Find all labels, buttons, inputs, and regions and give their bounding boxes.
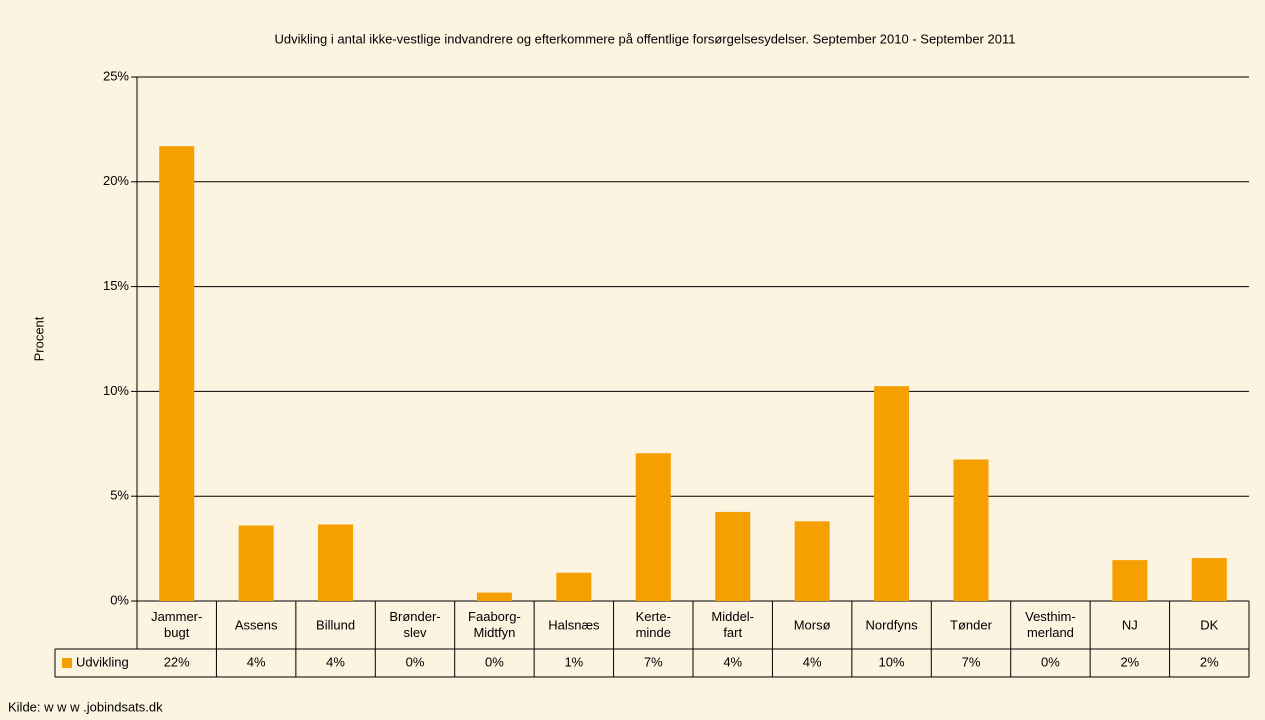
y-axis-label: Procent xyxy=(31,316,46,361)
y-tick-label: 0% xyxy=(110,592,129,607)
x-tick-label: Middel-fart xyxy=(711,609,754,640)
y-tick-label: 5% xyxy=(110,488,129,503)
x-tick-label: Halsnæs xyxy=(548,617,600,632)
x-tick-label: Brønder-slev xyxy=(389,609,440,640)
table-value: 7% xyxy=(962,654,981,669)
table-value: 0% xyxy=(485,654,504,669)
table-value: 4% xyxy=(723,654,742,669)
table-value: 2% xyxy=(1120,654,1139,669)
table-value: 1% xyxy=(564,654,583,669)
table-value: 7% xyxy=(644,654,663,669)
chart-title: Udvikling i antal ikke-vestlige indvandr… xyxy=(275,31,1016,46)
bar xyxy=(953,459,989,601)
x-tick-label: NJ xyxy=(1122,617,1138,632)
bar xyxy=(1112,560,1148,601)
y-tick-label: 20% xyxy=(103,173,129,188)
legend-swatch xyxy=(62,658,72,668)
bar xyxy=(794,521,830,601)
x-tick-label: Assens xyxy=(235,617,278,632)
bar xyxy=(715,511,751,601)
bar xyxy=(476,592,512,601)
table-value: 4% xyxy=(326,654,345,669)
x-tick-label: Kerte-minde xyxy=(636,609,671,640)
bar xyxy=(1191,558,1227,601)
bar xyxy=(238,525,274,601)
x-tick-label: Jammer-bugt xyxy=(151,609,202,640)
table-value: 2% xyxy=(1200,654,1219,669)
table-value: 4% xyxy=(803,654,822,669)
bar xyxy=(318,524,354,601)
table-value: 0% xyxy=(406,654,425,669)
bar xyxy=(159,146,195,601)
x-tick-label: Faaborg-Midtfyn xyxy=(468,609,521,640)
x-tick-label: Nordfyns xyxy=(866,617,919,632)
table-value: 4% xyxy=(247,654,266,669)
x-tick-label: Vesthim-merland xyxy=(1025,609,1076,640)
bar xyxy=(556,572,592,601)
table-value: 22% xyxy=(164,654,190,669)
x-tick-label: Tønder xyxy=(950,617,993,632)
bar xyxy=(874,386,910,601)
table-value: 0% xyxy=(1041,654,1060,669)
x-tick-label: Morsø xyxy=(794,617,831,632)
x-tick-label: Billund xyxy=(316,617,355,632)
bar xyxy=(635,453,671,601)
source: Kilde: w w w .jobindsats.dk xyxy=(8,699,163,714)
y-tick-label: 15% xyxy=(103,278,129,293)
legend-label: Udvikling xyxy=(76,654,129,669)
x-tick-label: DK xyxy=(1200,617,1218,632)
y-tick-label: 25% xyxy=(103,68,129,83)
y-tick-label: 10% xyxy=(103,383,129,398)
table-value: 10% xyxy=(879,654,905,669)
